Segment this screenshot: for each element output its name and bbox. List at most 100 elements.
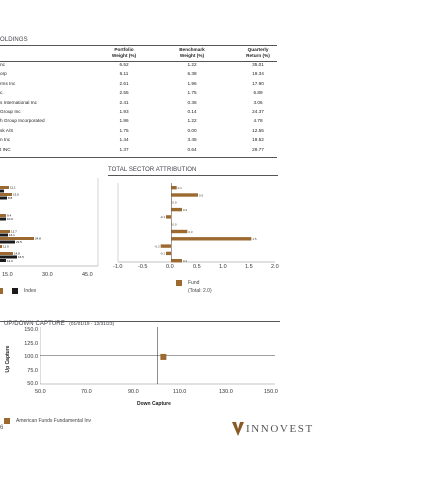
attr-x-tick: 0.5 — [193, 264, 201, 270]
header-benchmark-line2: Weight (%) — [179, 53, 205, 58]
bar-label: 16.5 — [18, 255, 24, 259]
bar-label: 8.8 — [8, 196, 13, 200]
bar-label: 10.9 — [7, 217, 13, 221]
holding-quarterly-return: 19.52 — [252, 137, 264, 143]
bar-label: 11.9 — [3, 245, 9, 249]
holding-quarterly-return: 3.06 — [253, 99, 263, 105]
holdings-header-rule — [0, 61, 277, 62]
legend-index-label: Index — [24, 288, 37, 294]
attr-bar-label: 0.3 — [188, 230, 193, 234]
holding-benchmark-weight: 1.75 — [187, 90, 197, 96]
attr-bar-label: 0.2 — [183, 259, 188, 263]
capture-legend-label: American Funds Fundamental Inv — [16, 418, 92, 424]
attr-bar — [171, 193, 198, 197]
bar-label: 11.1 — [10, 186, 16, 190]
holding-quarterly-return: 17.90 — [252, 80, 264, 86]
attr-bar — [171, 259, 182, 263]
capture-title: UP/DOWN CAPTURE — [4, 321, 65, 327]
capture-x-label: Down Capture — [137, 401, 171, 407]
capture-y-tick: 150.0 — [24, 327, 38, 333]
attr-bar-label: -0.1 — [160, 252, 166, 256]
attr-bar-label: 1.5 — [252, 237, 257, 241]
holding-name: Group Inc — [0, 109, 21, 114]
holding-name: rms Inc — [0, 80, 16, 86]
attr-x-tick: -0.5 — [138, 264, 148, 270]
holding-benchmark-weight: 1.22 — [187, 118, 197, 124]
header-quarterly-line2: Return (%) — [246, 53, 270, 58]
capture-y-ticks: 150.0 125.0 100.0 75.0 50.0 — [16, 327, 38, 389]
bar-fund — [0, 245, 2, 248]
capture-points — [160, 353, 167, 360]
capture-y-tick: 125.0 — [24, 340, 38, 347]
bar-label: 14.1 — [9, 233, 15, 237]
holding-name: t INC — [0, 146, 11, 152]
bar-index — [0, 240, 15, 244]
bar-label: 12.7 — [11, 230, 17, 234]
holding-benchmark-weight: 3.45 — [187, 137, 197, 143]
sector-attribution-title: TOTAL SECTOR ATTRIBUTION — [108, 167, 197, 173]
holding-benchmark-weight: 1.22 — [187, 62, 197, 67]
sector-attribution-rule — [108, 175, 278, 176]
attr-x-tick: 1.0 — [219, 264, 227, 270]
capture-y-tick: 100.0 — [24, 354, 38, 360]
holding-portfolio-weight: 1.75 — [119, 127, 129, 133]
legend-fund-swatch — [4, 418, 10, 424]
page-number: 6 — [0, 425, 4, 431]
holdings-rule — [0, 45, 277, 46]
legend-fund-swatch — [0, 288, 3, 294]
bar-index — [0, 259, 6, 262]
bar-fund — [0, 214, 6, 217]
holding-name: c. — [0, 90, 4, 96]
capture-x-tick: 130.0 — [219, 389, 233, 395]
capture-y-tick: 75.0 — [27, 367, 38, 374]
sector-attribution-svg: 0.10.50.00.2-0.10.00.31.5-0.2-0.10.2 — [117, 183, 275, 263]
sector-attribution-chart: 0.1 0.5 0.0 0.2 -0.1 0.0 0.3 1.5 -0.2 -0.1 0.2 — [115, 180, 280, 275]
attr-x-tick: -1.0 — [113, 264, 123, 270]
attr-bar — [166, 215, 172, 219]
bar-index — [0, 217, 6, 221]
bar-label: 9.4 — [7, 214, 12, 218]
bar-index — [0, 255, 17, 259]
capture-y-label-wrap: Up Capture — [4, 345, 12, 375]
holding-name: s International Inc — [0, 99, 38, 105]
holding-benchmark-weight: 0.64 — [187, 146, 197, 152]
attr-bar-label: 0.0 — [172, 223, 177, 227]
left-chart-svg: 11.1 13.5 8.8 9.4 10.9 12.7 14.1 24.8 23… — [0, 178, 99, 267]
holding-benchmark-weight: 1.96 — [187, 80, 197, 86]
holding-portfolio-weight: 1.37 — [119, 146, 129, 152]
attr-bar-label: 0.1 — [178, 186, 183, 190]
capture-subtitle: (01/01/19 - 12/31/23) — [69, 322, 115, 327]
bar-fund — [0, 252, 13, 255]
left-chart: 11.1 13.5 8.8 9.4 10.9 12.7 14.1 24.8 23… — [0, 178, 100, 268]
legend-index-swatch — [12, 288, 18, 294]
capture-rule — [0, 321, 280, 322]
legend-fund-swatch — [176, 280, 182, 286]
attr-bar — [171, 207, 182, 212]
capture-x-tick: 110.0 — [173, 389, 187, 395]
bar-fund — [0, 193, 12, 196]
attr-bar-label: 0.0 — [172, 201, 177, 205]
capture-y-label: Up Capture — [5, 345, 11, 373]
attr-x-axis-ticks: -1.0 -0.5 0.0 0.5 1.0 1.5 2.0 — [113, 264, 283, 272]
attr-x-tick: 0.0 — [166, 264, 174, 270]
capture-x-tick: 150.0 — [264, 389, 278, 395]
bar-index — [0, 189, 4, 193]
attr-bar — [171, 186, 177, 190]
attr-bar-label: -0.2 — [154, 244, 160, 248]
capture-x-tick: 90.0 — [128, 389, 139, 395]
attr-bars: 0.10.50.00.2-0.10.00.31.5-0.2-0.10.2 — [154, 186, 257, 263]
capture-x-tick: 50.0 — [35, 389, 46, 395]
capture-x-tick: 70.0 — [81, 389, 92, 395]
bar-label: 24.8 — [35, 237, 41, 241]
brand-chevron-icon — [232, 422, 244, 436]
capture-y-tick: 50.0 — [27, 381, 38, 387]
holding-portfolio-weight: 2.41 — [119, 99, 129, 105]
holding-portfolio-weight: 1.44 — [119, 137, 129, 143]
attr-bar — [171, 229, 188, 234]
holding-benchmark-weight: 0.36 — [187, 99, 197, 105]
holding-name: orp — [0, 71, 7, 77]
capture-plot — [39, 327, 276, 385]
holding-quarterly-return: 12.55 — [252, 127, 264, 133]
holding-quarterly-return: 24.37 — [252, 109, 264, 114]
holding-benchmark-weight: 6.38 — [187, 71, 197, 77]
